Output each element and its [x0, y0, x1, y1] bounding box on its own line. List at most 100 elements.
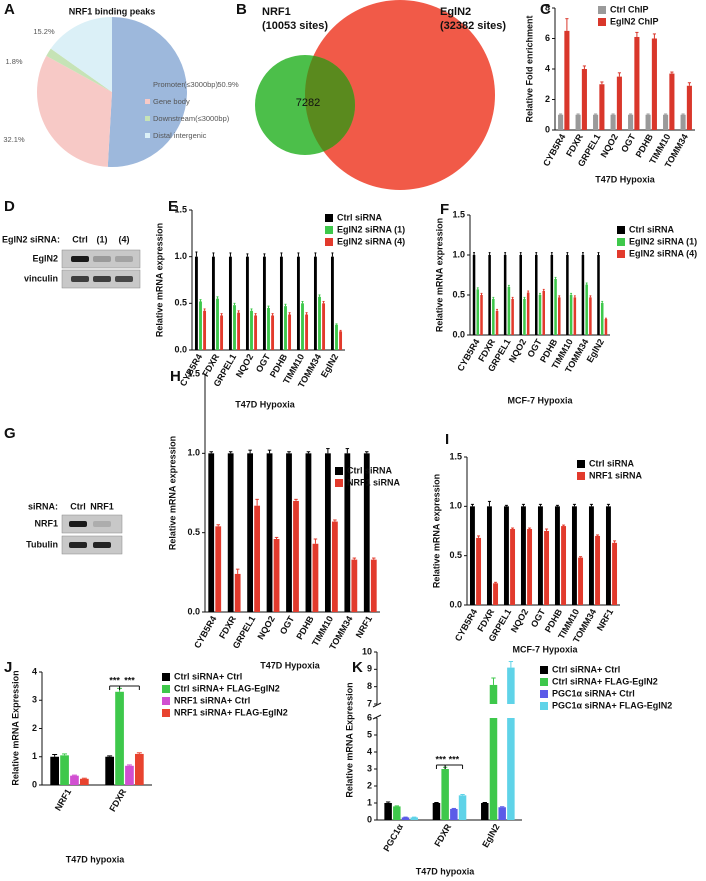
panel-label: B [236, 1, 247, 18]
bar [245, 256, 249, 350]
bar [344, 453, 351, 612]
y-axis-title: Relative mRNA Expression [344, 682, 354, 797]
bar [634, 36, 640, 130]
bar [610, 114, 616, 130]
bar [578, 557, 584, 605]
bar [254, 315, 258, 350]
blot-band [71, 276, 89, 282]
y-tick-label: 1.0 [187, 448, 200, 458]
legend-label: PGC1α siRNA+ FLAG-EglN2 [552, 700, 672, 710]
x-tick-label: EglN2 [319, 352, 340, 379]
y-tick-label: 4 [367, 746, 372, 756]
x-tick-label: EglN2 [480, 822, 501, 849]
lane-label: (4) [119, 234, 130, 244]
set-name: NRF1 [262, 6, 291, 18]
bar [458, 795, 467, 820]
bar [669, 73, 675, 130]
legend-swatch [325, 238, 333, 246]
y-tick-label: 1.5 [174, 204, 187, 214]
y-tick-label: 0.0 [449, 599, 462, 609]
bar [492, 299, 495, 335]
y-axis-title: Relative mRNA expression [431, 474, 441, 588]
bar [324, 453, 331, 612]
bar [441, 769, 449, 820]
bar [486, 506, 492, 605]
y-tick-label: 0 [545, 124, 550, 134]
bar [393, 806, 401, 820]
y-tick-label: 6 [545, 33, 550, 43]
bar [203, 310, 207, 350]
bar [301, 303, 304, 350]
bar [135, 753, 144, 785]
y-axis-title: Relative mRNA Expression [10, 670, 20, 785]
bar [476, 289, 480, 335]
bar [305, 453, 312, 612]
legend-label: NRF1 siRNA+ Ctrl [174, 695, 250, 705]
pie-slice [50, 17, 112, 92]
lane-label: Ctrl [72, 234, 88, 244]
overlap [305, 55, 355, 155]
slice-label: 15.2% [33, 27, 55, 36]
panel-label: G [4, 425, 16, 442]
bar [273, 539, 280, 612]
bar [476, 537, 482, 605]
bar [339, 331, 343, 350]
bar [313, 256, 317, 350]
bar [628, 114, 634, 130]
bar [312, 543, 319, 612]
legend-swatch [145, 99, 150, 104]
pie-slice [36, 55, 112, 167]
bar [680, 114, 686, 130]
bar [286, 453, 292, 612]
x-tick-label: NRF1 [53, 787, 73, 812]
bar [220, 315, 224, 350]
legend-swatch [145, 116, 150, 121]
y-tick-label: 0.5 [187, 527, 200, 537]
panel-label: I [445, 431, 449, 448]
legend-swatch [598, 18, 606, 26]
bar [322, 303, 326, 350]
x-tick-label: NRF1 [595, 607, 615, 632]
x-axis-title: MCF-7 Hypoxia [512, 644, 578, 654]
bar [498, 807, 506, 820]
chart-title: NRF1 binding peaks [69, 6, 156, 16]
legend-swatch [335, 467, 343, 475]
y-tick-label: 0.5 [449, 550, 462, 560]
y-axis-title: Relative Fold enrichment [524, 15, 534, 122]
bar [526, 292, 530, 335]
bar [279, 256, 283, 350]
slice-label: 32.1% [3, 135, 25, 144]
y-tick-label: 8 [367, 681, 372, 691]
set-circle [305, 0, 495, 190]
lane-label: NRF1 [90, 501, 114, 511]
blot-band [93, 256, 111, 262]
set-name: EglN2 [440, 6, 471, 18]
x-axis-title: T47D hypoxia [416, 866, 476, 876]
legend-label: Downstream(≤3000bp) [153, 114, 230, 123]
x-axis-title: T47D hypoxia [66, 854, 126, 864]
bar [211, 256, 215, 350]
legend-label: Gene body [153, 97, 190, 106]
panel-label: J [4, 659, 12, 676]
legend-swatch [162, 673, 170, 681]
bar [503, 506, 509, 605]
bar [199, 301, 202, 350]
significance: *** [449, 754, 460, 764]
bar [566, 255, 569, 335]
x-tick-label: NQO2 [599, 132, 620, 159]
panel-label: K [352, 659, 363, 676]
bar [507, 287, 511, 335]
bar [599, 84, 605, 130]
blot-band [93, 542, 111, 548]
bar [384, 803, 392, 820]
x-tick-label: FDXR [107, 787, 128, 814]
bar [573, 297, 577, 335]
y-tick-label: 2 [545, 94, 550, 104]
bar [80, 778, 89, 785]
y-tick-label: 2 [367, 780, 372, 790]
blot-band [69, 542, 87, 548]
bar [330, 256, 334, 350]
legend-label: EglN2 siRNA (4) [629, 248, 697, 258]
bar [600, 303, 604, 335]
bar [331, 521, 338, 612]
